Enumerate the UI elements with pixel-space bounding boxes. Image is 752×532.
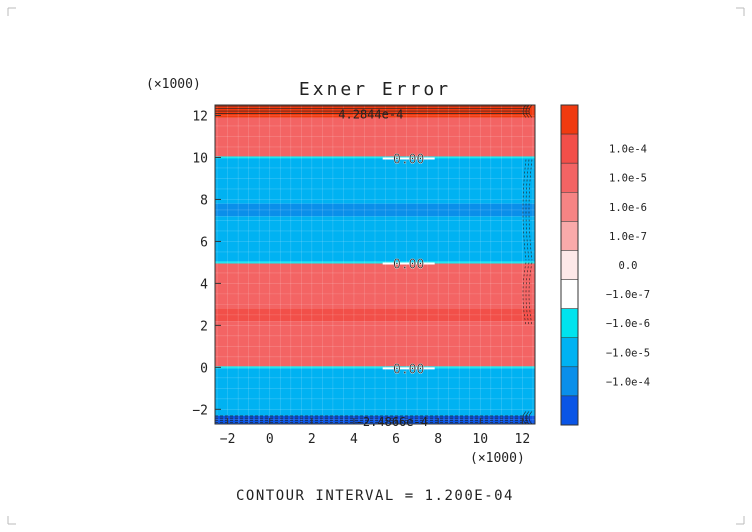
heatmap-band	[215, 308, 535, 322]
y-tick-label: −2	[192, 403, 208, 418]
contour-value-label: 0.00	[393, 257, 424, 272]
corner-mark-bottom-left	[7, 516, 16, 525]
colorbar-swatch	[560, 133, 579, 164]
colorbar: 1.0e-4 1.0e-5 1.0e-6 1.0e-7 0.0 −1.0e-7 −1.0e-…	[560, 104, 650, 426]
heatmap-band	[215, 263, 535, 309]
contour-labels: 0.00 0.00 0.00 4.2844e-4 -2.4866e-4	[338, 107, 435, 429]
x-tick-label: −2	[220, 432, 236, 447]
x-tick-label: 2	[308, 432, 316, 447]
colorbar-label: 0.0	[619, 260, 638, 272]
heatmap-band	[215, 415, 535, 424]
contour-line	[522, 262, 527, 326]
plot-grid	[215, 105, 535, 424]
contour-line	[525, 262, 530, 326]
x-multiplier-label: (×1000)	[470, 451, 525, 466]
colorbar-label: 1.0e-7	[609, 231, 647, 243]
colorbar-label: 1.0e-6	[609, 202, 647, 214]
corner-mark-top-left	[7, 7, 16, 16]
colorbar-swatch	[560, 221, 579, 251]
heatmap-band	[215, 156, 535, 159]
x-tick-label: 10	[472, 432, 488, 447]
y-tick-label: 12	[192, 109, 208, 124]
x-tick-label: 12	[515, 432, 531, 447]
contour-value-label: 0.00	[393, 153, 424, 168]
colorbar-frame	[560, 104, 579, 426]
colorbar-label: −1.0e-5	[606, 347, 650, 359]
colorbar-swatch	[560, 337, 579, 368]
contour-line	[528, 104, 533, 118]
heatmap-band	[215, 158, 535, 204]
y-tick-label: 6	[200, 235, 208, 250]
colorbar-swatch	[560, 308, 579, 338]
contour-line	[528, 262, 533, 326]
contour-lines	[215, 104, 533, 425]
edge-contour-label: 4.2844e-4	[338, 107, 403, 121]
heatmap-band	[215, 203, 535, 217]
colorbar-swatch	[560, 104, 579, 135]
edge-contour-label: -2.4866e-4	[356, 415, 428, 429]
colorbar-swatch	[560, 279, 579, 309]
colorbar-swatch	[560, 366, 579, 397]
contour-line	[525, 411, 530, 425]
contour-value-label: 0.00	[393, 362, 424, 377]
y-axis-ticks: −2 0 2 4 6 8 10 12	[192, 109, 221, 418]
colorbar-swatch	[560, 250, 579, 280]
heatmap-band	[215, 216, 535, 262]
x-tick-label: 6	[392, 432, 400, 447]
heatmap-band	[215, 366, 535, 369]
contour-line	[528, 411, 533, 425]
colorbar-label: 1.0e-5	[609, 173, 647, 185]
heatmap-band	[215, 321, 535, 367]
x-tick-label: 0	[266, 432, 274, 447]
contour-interval-footer: CONTOUR INTERVAL = 1.200E-04	[236, 488, 514, 504]
heatmap-band	[215, 117, 535, 157]
y-tick-label: 0	[200, 361, 208, 376]
y-tick-label: 8	[200, 193, 208, 208]
chart-title: Exner Error	[299, 79, 451, 100]
heatmap-band	[215, 261, 535, 264]
y-multiplier-label: (×1000)	[146, 77, 201, 92]
x-tick-label: 8	[434, 432, 442, 447]
corner-mark-bottom-right	[736, 516, 745, 525]
contour-line	[522, 104, 527, 118]
colorbar-swatch	[560, 395, 579, 426]
colorbar-swatch	[560, 162, 579, 193]
corner-mark-top-right	[736, 7, 745, 16]
contour-line	[522, 411, 527, 425]
contour-line	[525, 104, 530, 118]
y-tick-label: 10	[192, 151, 208, 166]
x-tick-label: 4	[350, 432, 358, 447]
colorbar-label: −1.0e-4	[606, 376, 650, 388]
heatmap-band	[215, 368, 535, 416]
x-axis-ticks: −2 0 2 4 6 8 10 12	[220, 418, 530, 447]
colorbar-swatch	[560, 192, 579, 222]
colorbar-label: −1.0e-7	[606, 289, 650, 301]
y-tick-label: 4	[200, 277, 208, 292]
colorbar-label: 1.0e-4	[609, 144, 647, 156]
plot-frame	[214, 104, 536, 425]
colorbar-label: −1.0e-6	[606, 318, 650, 330]
y-tick-label: 2	[200, 319, 208, 334]
